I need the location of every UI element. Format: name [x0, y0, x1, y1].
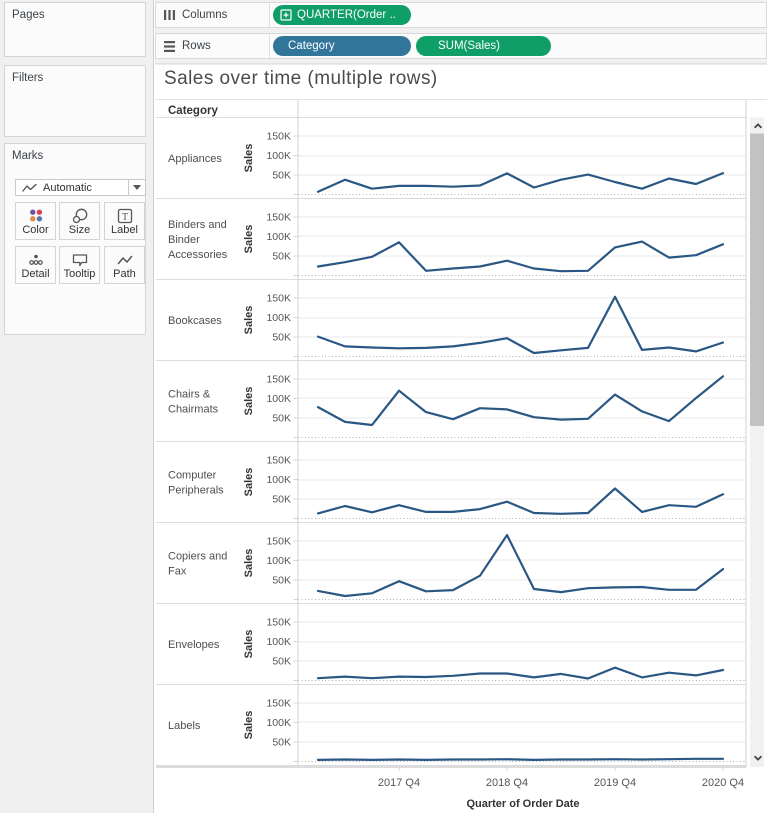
svg-text:Envelopes: Envelopes [168, 639, 220, 651]
svg-text:150K: 150K [266, 617, 291, 629]
svg-text:100K: 100K [266, 312, 291, 324]
svg-text:50K: 50K [272, 737, 291, 749]
svg-text:Sales: Sales [243, 549, 255, 578]
svg-text:100K: 100K [266, 150, 291, 162]
svg-text:50K: 50K [272, 170, 291, 182]
svg-text:100K: 100K [266, 636, 291, 648]
svg-text:Sales: Sales [243, 630, 255, 659]
svg-text:Sales: Sales [243, 306, 255, 335]
svg-text:2019 Q4: 2019 Q4 [594, 777, 636, 789]
svg-text:Copiers and: Copiers and [168, 551, 227, 563]
svg-text:T: T [121, 212, 127, 223]
svg-text:150K: 150K [266, 374, 291, 386]
svg-text:Category: Category [168, 105, 218, 117]
svg-text:100K: 100K [266, 393, 291, 405]
svg-text:Binders and: Binders and [168, 219, 227, 231]
svg-text:150K: 150K [266, 131, 291, 143]
svg-text:100K: 100K [266, 555, 291, 567]
svg-text:Appliances: Appliances [168, 153, 222, 165]
svg-text:Accessories: Accessories [168, 249, 228, 261]
svg-text:Sales: Sales [243, 468, 255, 497]
svg-text:Peripherals: Peripherals [168, 485, 224, 497]
svg-text:Labels: Labels [168, 720, 201, 732]
svg-text:Chairmats: Chairmats [168, 404, 219, 416]
svg-text:Sales: Sales [243, 144, 255, 173]
svg-text:50K: 50K [272, 656, 291, 668]
svg-text:150K: 150K [266, 212, 291, 224]
svg-text:150K: 150K [266, 455, 291, 467]
svg-text:50K: 50K [272, 332, 291, 344]
svg-text:50K: 50K [272, 413, 291, 425]
svg-text:Bookcases: Bookcases [168, 315, 222, 327]
svg-text:150K: 150K [266, 698, 291, 710]
svg-text:Binder: Binder [168, 234, 200, 246]
svg-text:50K: 50K [272, 251, 291, 263]
svg-text:Sales: Sales [243, 387, 255, 416]
svg-text:150K: 150K [266, 536, 291, 548]
svg-text:100K: 100K [266, 717, 291, 729]
svg-text:150K: 150K [266, 293, 291, 305]
svg-text:2020 Q4: 2020 Q4 [702, 777, 744, 789]
svg-text:Sales: Sales [243, 225, 255, 254]
svg-text:Quarter of Order Date: Quarter of Order Date [466, 798, 579, 810]
svg-text:50K: 50K [272, 494, 291, 506]
svg-text:2017 Q4: 2017 Q4 [378, 777, 420, 789]
svg-text:Chairs &: Chairs & [168, 389, 211, 401]
svg-text:Sales: Sales [243, 711, 255, 740]
svg-text:Fax: Fax [168, 566, 187, 578]
svg-text:2018 Q4: 2018 Q4 [486, 777, 528, 789]
svg-text:100K: 100K [266, 231, 291, 243]
svg-text:50K: 50K [272, 575, 291, 587]
svg-text:Computer: Computer [168, 470, 217, 482]
svg-text:100K: 100K [266, 474, 291, 486]
